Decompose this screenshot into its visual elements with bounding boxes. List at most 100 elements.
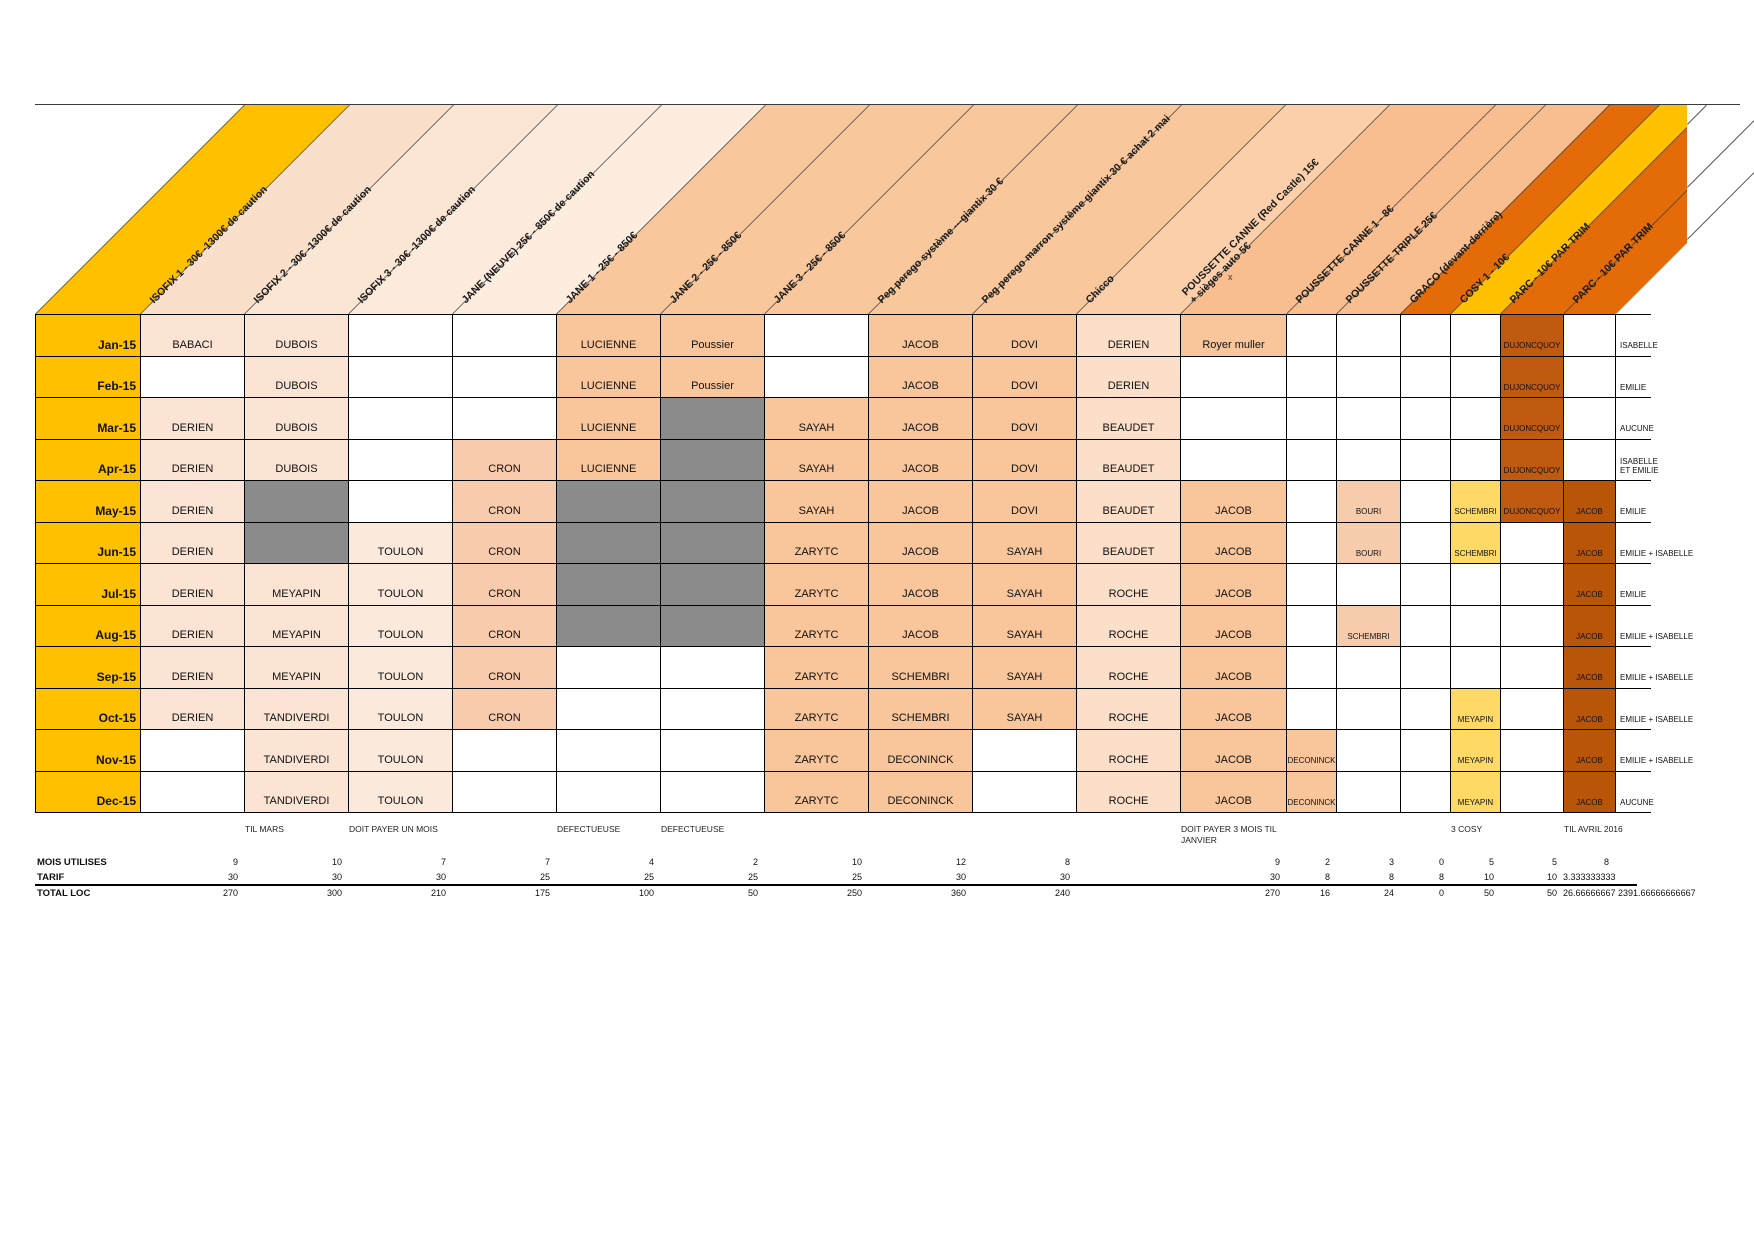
grid-cell-redcastle[interactable]: JACOB — [1181, 730, 1287, 772]
grid-cell-parc2[interactable]: JACOB — [1564, 522, 1616, 564]
grid-cell-isofix2[interactable] — [245, 481, 349, 523]
grid-cell-redcastle[interactable]: JACOB — [1181, 771, 1287, 813]
grid-cell-jane1[interactable] — [557, 564, 661, 606]
grid-cell-pegsys[interactable]: JACOB — [869, 522, 973, 564]
grid-cell-jane3[interactable]: ZARYTC — [765, 605, 869, 647]
grid-cell-canne1[interactable] — [1287, 439, 1337, 481]
grid-cell-jane3[interactable] — [765, 356, 869, 398]
grid-cell-jane2[interactable] — [661, 771, 765, 813]
grid-cell-pegmarron[interactable] — [973, 771, 1077, 813]
grid-cell-isofix1[interactable]: DERIEN — [141, 605, 245, 647]
grid-cell-pegsys[interactable]: SCHEMBRI — [869, 688, 973, 730]
grid-cell-jane1[interactable] — [557, 647, 661, 689]
grid-cell-jane2[interactable] — [661, 688, 765, 730]
grid-cell-jane2[interactable] — [661, 481, 765, 523]
grid-cell-graco[interactable] — [1401, 605, 1451, 647]
grid-cell-canne1[interactable] — [1287, 605, 1337, 647]
grid-cell-triple[interactable] — [1337, 730, 1401, 772]
grid-cell-jane3[interactable]: ZARYTC — [765, 688, 869, 730]
grid-cell-chicco[interactable]: ROCHE — [1077, 730, 1181, 772]
month-cell[interactable]: Nov-15 — [36, 730, 141, 772]
grid-cell-pegsys[interactable]: SCHEMBRI — [869, 647, 973, 689]
grid-cell-isofix3[interactable] — [349, 356, 453, 398]
grid-cell-chicco[interactable]: ROCHE — [1077, 688, 1181, 730]
grid-cell-parctrim[interactable]: DUJONCQUOY — [1501, 481, 1564, 523]
grid-cell-janeneuve[interactable] — [453, 315, 557, 357]
grid-cell-chicco[interactable]: BEAUDET — [1077, 439, 1181, 481]
grid-cell-chicco[interactable]: ROCHE — [1077, 605, 1181, 647]
month-cell[interactable]: Jun-15 — [36, 522, 141, 564]
grid-cell-jane2[interactable] — [661, 522, 765, 564]
grid-cell-parctrim[interactable] — [1501, 605, 1564, 647]
grid-cell-canne1[interactable] — [1287, 481, 1337, 523]
grid-cell-jane3[interactable]: ZARYTC — [765, 564, 869, 606]
grid-cell-redcastle[interactable] — [1181, 398, 1287, 440]
grid-cell-jane3[interactable]: ZARYTC — [765, 647, 869, 689]
grid-cell-parctrim[interactable] — [1501, 522, 1564, 564]
grid-cell-isofix2[interactable]: DUBOIS — [245, 356, 349, 398]
month-cell[interactable]: Dec-15 — [36, 771, 141, 813]
grid-cell-cosy[interactable]: SCHEMBRI — [1451, 522, 1501, 564]
grid-cell-isofix1[interactable]: DERIEN — [141, 439, 245, 481]
grid-cell-parctrim[interactable]: DUJONCQUOY — [1501, 398, 1564, 440]
grid-cell-isofix3[interactable]: TOULON — [349, 522, 453, 564]
grid-cell-janeneuve[interactable]: CRON — [453, 481, 557, 523]
grid-cell-redcastle[interactable]: JACOB — [1181, 481, 1287, 523]
grid-cell-parctrim[interactable] — [1501, 730, 1564, 772]
grid-cell-isofix2[interactable]: MEYAPIN — [245, 605, 349, 647]
grid-cell-parc2[interactable] — [1564, 439, 1616, 481]
grid-cell-isofix3[interactable]: TOULON — [349, 730, 453, 772]
month-cell[interactable]: Jul-15 — [36, 564, 141, 606]
grid-cell-isofix2[interactable] — [245, 522, 349, 564]
grid-cell-isofix3[interactable] — [349, 481, 453, 523]
grid-cell-triple[interactable] — [1337, 647, 1401, 689]
grid-cell-triple[interactable] — [1337, 315, 1401, 357]
grid-cell-jane2[interactable] — [661, 564, 765, 606]
grid-cell-graco[interactable] — [1401, 398, 1451, 440]
grid-cell-jane3[interactable]: SAYAH — [765, 439, 869, 481]
grid-cell-chicco[interactable]: DERIEN — [1077, 315, 1181, 357]
grid-cell-isofix3[interactable]: TOULON — [349, 605, 453, 647]
grid-cell-cosy[interactable] — [1451, 315, 1501, 357]
grid-cell-pegsys[interactable]: JACOB — [869, 356, 973, 398]
grid-cell-graco[interactable] — [1401, 356, 1451, 398]
grid-cell-triple[interactable] — [1337, 356, 1401, 398]
month-cell[interactable]: Apr-15 — [36, 439, 141, 481]
grid-cell-pegsys[interactable]: DECONINCK — [869, 771, 973, 813]
grid-cell-redcastle[interactable] — [1181, 439, 1287, 481]
grid-cell-redcastle[interactable]: JACOB — [1181, 522, 1287, 564]
grid-cell-jane1[interactable]: LUCIENNE — [557, 439, 661, 481]
grid-cell-isofix1[interactable] — [141, 771, 245, 813]
grid-cell-jane2[interactable] — [661, 439, 765, 481]
grid-cell-chicco[interactable]: BEAUDET — [1077, 481, 1181, 523]
grid-cell-jane1[interactable] — [557, 522, 661, 564]
grid-cell-pegmarron[interactable]: DOVI — [973, 356, 1077, 398]
grid-cell-jane3[interactable]: ZARYTC — [765, 522, 869, 564]
grid-cell-graco[interactable] — [1401, 647, 1451, 689]
grid-cell-canne1[interactable] — [1287, 564, 1337, 606]
grid-cell-isofix2[interactable]: TANDIVERDI — [245, 688, 349, 730]
grid-cell-isofix1[interactable]: BABACI — [141, 315, 245, 357]
grid-cell-isofix1[interactable]: DERIEN — [141, 647, 245, 689]
grid-cell-isofix3[interactable] — [349, 439, 453, 481]
grid-cell-isofix3[interactable]: TOULON — [349, 647, 453, 689]
grid-cell-canne1[interactable] — [1287, 688, 1337, 730]
grid-cell-jane3[interactable]: SAYAH — [765, 481, 869, 523]
grid-cell-pegsys[interactable]: JACOB — [869, 398, 973, 440]
grid-cell-isofix3[interactable] — [349, 315, 453, 357]
grid-cell-pegmarron[interactable]: SAYAH — [973, 605, 1077, 647]
grid-cell-canne1[interactable]: DECONINCK — [1287, 771, 1337, 813]
grid-cell-parctrim[interactable]: DUJONCQUOY — [1501, 315, 1564, 357]
grid-cell-canne1[interactable] — [1287, 522, 1337, 564]
grid-cell-parc2[interactable]: JACOB — [1564, 564, 1616, 606]
grid-cell-chicco[interactable]: ROCHE — [1077, 647, 1181, 689]
grid-cell-triple[interactable] — [1337, 771, 1401, 813]
grid-cell-parctrim[interactable]: DUJONCQUOY — [1501, 356, 1564, 398]
grid-cell-jane1[interactable]: LUCIENNE — [557, 315, 661, 357]
grid-cell-isofix3[interactable] — [349, 398, 453, 440]
month-cell[interactable]: May-15 — [36, 481, 141, 523]
grid-cell-isofix1[interactable]: DERIEN — [141, 398, 245, 440]
grid-cell-jane2[interactable]: Poussier — [661, 356, 765, 398]
grid-cell-janeneuve[interactable] — [453, 771, 557, 813]
grid-cell-isofix2[interactable]: TANDIVERDI — [245, 771, 349, 813]
